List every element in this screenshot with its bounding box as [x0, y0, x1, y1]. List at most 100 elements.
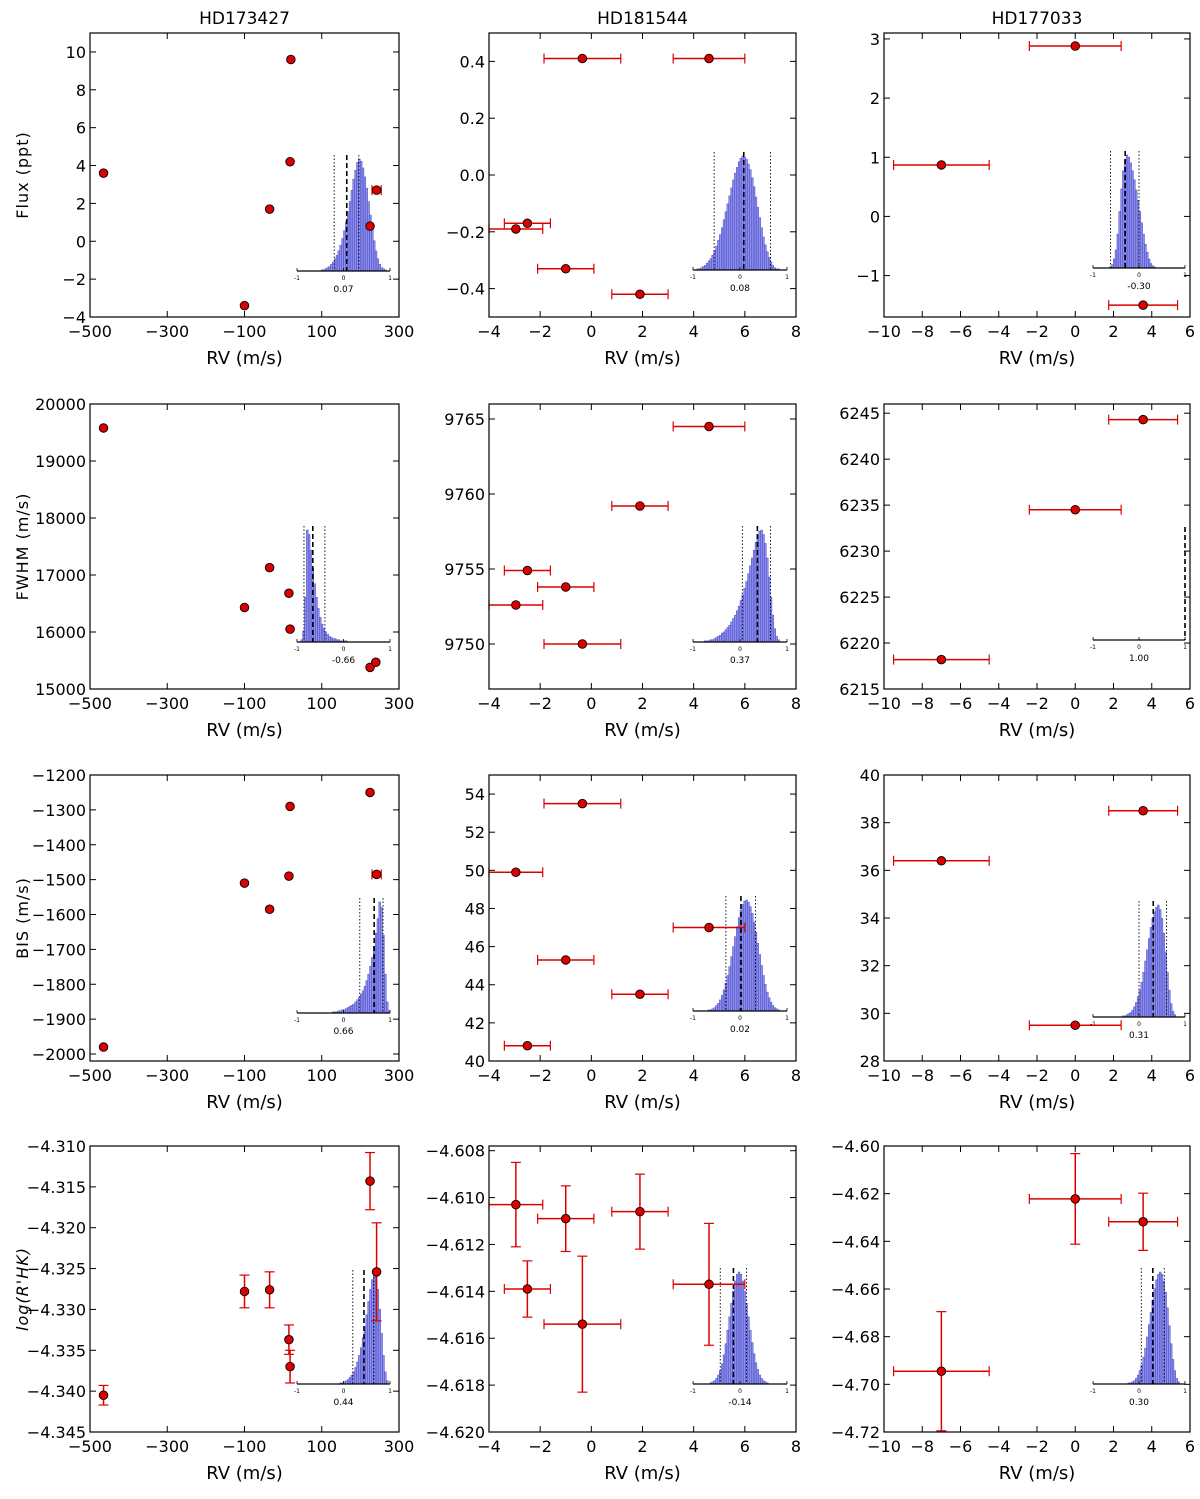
histogram-bar: [771, 1005, 775, 1012]
y-tick-label: −4.618: [426, 1376, 485, 1395]
marker: [511, 867, 521, 877]
marker: [522, 1284, 533, 1294]
marker: [577, 798, 588, 809]
inset-histogram: -1 0 1 0.37: [690, 526, 789, 666]
y-tick-label: 34: [860, 909, 880, 928]
y-axis-label: Flux (ppt): [13, 131, 32, 218]
histogram-bar: [1140, 222, 1143, 269]
histogram-bar: [335, 255, 339, 272]
histogram-bar: [1164, 1291, 1167, 1385]
data-point: [285, 624, 295, 634]
marker: [285, 156, 295, 167]
x-tick-label: −6: [949, 694, 973, 713]
histogram-bar: [356, 999, 359, 1014]
marker: [511, 1199, 521, 1210]
histogram-bar: [762, 975, 765, 1012]
x-tick-label: 2: [637, 322, 647, 341]
data-point: [239, 878, 250, 888]
y-axis-label: BIS (m/s): [13, 877, 32, 959]
histogram-bar: [1160, 1274, 1164, 1385]
marker: [635, 289, 645, 300]
x-tick-label: 2: [1108, 1437, 1118, 1456]
x-axis-label: RV (m/s): [206, 720, 283, 741]
histogram-bar: [1135, 189, 1138, 269]
inset-tick-label: -1: [690, 274, 696, 281]
marker: [286, 54, 296, 65]
plot-frame: [488, 1145, 797, 1433]
data-point: [285, 1349, 296, 1384]
histogram-bar: [356, 1361, 359, 1385]
histogram-bar: [307, 534, 311, 643]
histogram-bar: [363, 986, 367, 1014]
histogram-bar: [741, 1280, 744, 1385]
marker: [522, 218, 533, 229]
inset-histogram: -1 0 1 -0.14: [690, 1268, 789, 1408]
histogram-bar: [1120, 188, 1123, 269]
histogram-bar: [749, 565, 752, 643]
y-tick-label: −4: [62, 308, 86, 327]
marker: [1138, 806, 1148, 816]
histogram-bar: [768, 257, 771, 271]
histogram-bar: [730, 1303, 733, 1385]
histogram-bar: [764, 244, 767, 271]
x-tick-label: 0: [1070, 1437, 1080, 1456]
data-point: [543, 53, 622, 64]
data-point: [239, 602, 250, 613]
histogram-bar: [1142, 233, 1145, 269]
inset-tick-label: 0: [342, 275, 346, 282]
x-tick-label: −10: [867, 1437, 901, 1456]
inset-tick-label: -1: [1090, 644, 1096, 651]
marker: [936, 654, 947, 665]
data-point: [1028, 1153, 1122, 1245]
x-tick-label: −300: [145, 694, 189, 713]
histogram-bar: [1159, 909, 1162, 1018]
plot-frame: [89, 32, 400, 318]
marker: [1138, 414, 1148, 425]
histogram-bar: [722, 219, 726, 271]
plot-frame: [883, 403, 1191, 690]
histogram-bar: [756, 943, 759, 1012]
y-tick-label: 6245: [839, 404, 880, 423]
histogram-bar: [341, 238, 344, 272]
panel-bis-hd173427: −500 −300 −100 100 300 −2000 −1900 −1800 −1700 −1…: [32, 766, 414, 1113]
histogram-bar: [356, 162, 359, 272]
data-point: [611, 989, 669, 1000]
x-tick-label: −500: [68, 1437, 112, 1456]
histogram-bar: [369, 966, 372, 1014]
x-tick-label: 2: [637, 694, 647, 713]
x-tick-label: 4: [689, 1066, 699, 1085]
marker: [239, 602, 250, 613]
inset-tick-label: -1: [294, 275, 300, 282]
y-tick-label: −4.610: [426, 1189, 485, 1208]
marker: [284, 871, 294, 881]
correlation-label: 0.31: [1129, 1031, 1149, 1041]
histogram-bar: [330, 637, 333, 643]
panel-flux-hd181544: −4 −2 0 2 4 6 8 −0.4 −0.2 0.0 0.2 0.4 RV (m/s) -1 0 1 0.…: [446, 32, 801, 369]
data-point: [98, 423, 109, 433]
inset-histogram: -1 0 1 0.44: [294, 1270, 392, 1408]
x-tick-label: −2: [1025, 1437, 1049, 1456]
panel-fwhm-hd181544: −4 −2 0 2 4 6 8 9750 9755 9760 9765 RV (m/s) -1 0 1 0.3…: [444, 403, 801, 741]
plot-frame: [883, 774, 1191, 1062]
marker: [561, 582, 571, 592]
histogram-bar: [324, 631, 327, 643]
histogram-bar: [1125, 154, 1129, 269]
histogram-bar: [752, 922, 756, 1012]
histogram-bar: [365, 980, 368, 1014]
histogram-bar: [758, 1374, 761, 1385]
histogram-bar: [728, 966, 731, 1012]
marker: [1070, 504, 1080, 515]
y-tick-label: −4.335: [27, 1341, 86, 1360]
histogram-bar: [378, 264, 381, 272]
histogram-bar: [317, 608, 320, 643]
y-tick-label: −4.614: [426, 1282, 485, 1301]
data-point: [284, 871, 294, 881]
histogram-bar: [1135, 1378, 1138, 1385]
histogram-bar: [1155, 1279, 1158, 1385]
y-tick-label: −4.620: [426, 1423, 485, 1442]
histogram-bar: [1146, 949, 1149, 1018]
x-tick-label: 6: [1185, 1066, 1195, 1085]
histogram-bar: [722, 989, 726, 1012]
x-tick-label: −500: [68, 1066, 112, 1085]
